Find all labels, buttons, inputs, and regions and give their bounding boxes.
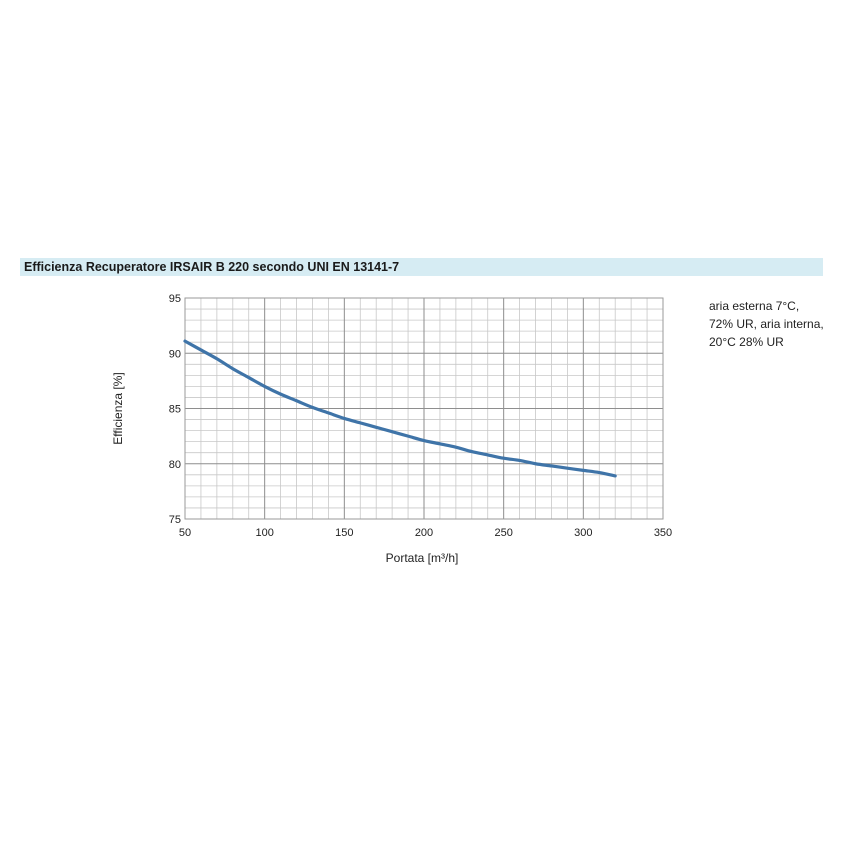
x-axis-label: Portata [m³/h]	[386, 551, 459, 565]
y-tick-label: 90	[169, 348, 181, 360]
y-tick-labels: 75 80 85 90 95	[169, 293, 181, 526]
y-tick-label: 85	[169, 404, 181, 416]
conditions-annotation: aria esterna 7°C, 72% UR, aria interna, …	[709, 297, 844, 351]
y-tick-label: 80	[169, 459, 181, 471]
chart-title-bar: Efficienza Recuperatore IRSAIR B 220 sec…	[20, 258, 823, 276]
major-gridlines	[185, 298, 663, 519]
x-tick-label: 50	[179, 527, 191, 539]
annotation-line: 20°C 28% UR	[709, 335, 784, 349]
annotation-line: 72% UR, aria interna,	[709, 317, 824, 331]
series-layer	[183, 339, 617, 478]
x-tick-label: 250	[494, 527, 512, 539]
x-tick-label: 300	[574, 527, 592, 539]
x-tick-label: 100	[255, 527, 273, 539]
efficiency-curve	[183, 339, 617, 478]
x-tick-label: 350	[654, 527, 672, 539]
y-axis-label: Efficienza [%]	[111, 372, 125, 444]
x-tick-label: 150	[335, 527, 353, 539]
chart-title: Efficienza Recuperatore IRSAIR B 220 sec…	[24, 260, 400, 274]
y-tick-label: 95	[169, 293, 181, 305]
x-tick-labels: 50 100 150 200 250 300 350	[179, 527, 672, 539]
annotation-line: aria esterna 7°C,	[709, 299, 800, 313]
y-tick-label: 75	[169, 514, 181, 526]
plot-frame	[184, 297, 664, 520]
x-tick-label: 200	[415, 527, 433, 539]
